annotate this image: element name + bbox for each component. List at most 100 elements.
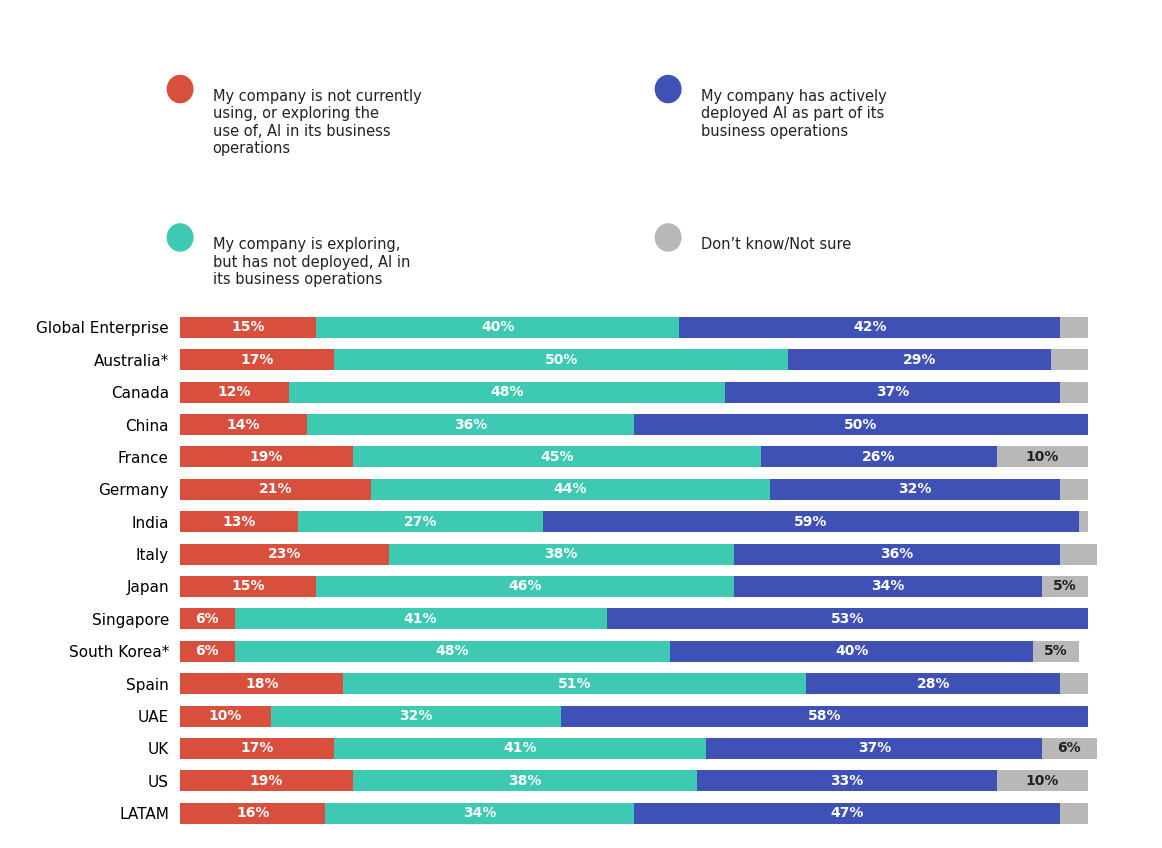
Bar [706,738,1042,759]
Bar [733,544,1061,565]
Text: 19%: 19% [250,450,284,464]
Bar [316,317,680,338]
Bar [289,382,725,403]
Bar [1042,738,1097,759]
Text: 32%: 32% [400,709,432,723]
Bar [180,770,352,791]
Text: 34%: 34% [462,806,496,820]
Bar [1061,382,1088,403]
Text: 16%: 16% [236,806,270,820]
Text: 28%: 28% [917,677,951,690]
Text: 32%: 32% [898,483,932,496]
Bar [770,479,1061,499]
Bar [1042,576,1088,597]
Text: 47%: 47% [831,806,863,820]
Text: 17%: 17% [241,353,274,366]
Bar [235,641,670,661]
Bar [180,641,235,661]
Text: Don’t know/Not sure: Don’t know/Not sure [701,237,851,253]
Bar [180,576,316,597]
Bar [299,511,543,533]
Text: 44%: 44% [553,483,587,496]
Text: 42%: 42% [853,321,887,334]
Text: 12%: 12% [217,385,251,399]
Bar [725,382,1061,403]
Bar [543,511,1078,533]
Text: 10%: 10% [1026,774,1059,788]
Bar [761,446,997,467]
Text: 50%: 50% [844,417,877,432]
Text: 59%: 59% [794,515,827,528]
Text: 19%: 19% [250,774,284,788]
Text: 37%: 37% [876,385,909,399]
Bar [633,803,1061,823]
Bar [344,673,806,695]
Text: 53%: 53% [831,612,863,626]
Text: 14%: 14% [227,417,260,432]
Text: 46%: 46% [508,579,541,594]
Text: 10%: 10% [1026,450,1059,464]
Text: 18%: 18% [245,677,279,690]
Bar [997,446,1088,467]
Text: 15%: 15% [231,321,265,334]
Bar [1061,317,1088,338]
Text: 37%: 37% [858,741,891,756]
Bar [180,738,335,759]
Text: 5%: 5% [1053,579,1077,594]
Text: 5%: 5% [1043,644,1068,658]
Text: My company is not currently
using, or exploring the
use of, AI in its business
o: My company is not currently using, or ex… [213,89,422,156]
Bar [271,706,561,727]
Bar [180,706,271,727]
Bar [180,382,289,403]
Text: 48%: 48% [436,644,469,658]
Text: My company has actively
deployed AI as part of its
business operations: My company has actively deployed AI as p… [701,89,887,139]
Bar [806,673,1061,695]
Text: 29%: 29% [903,353,937,366]
Bar [1052,349,1088,371]
Bar [316,576,733,597]
Bar [607,608,1088,629]
Text: 17%: 17% [241,741,274,756]
Bar [633,414,1088,435]
Text: 40%: 40% [481,321,515,334]
Bar [180,317,316,338]
Bar [180,511,299,533]
Bar [180,446,352,467]
Text: 27%: 27% [404,515,437,528]
Text: 36%: 36% [881,547,913,561]
Text: 36%: 36% [454,417,487,432]
Text: 34%: 34% [872,579,905,594]
Text: 33%: 33% [831,774,863,788]
Bar [733,576,1042,597]
Text: 23%: 23% [267,547,301,561]
Text: 6%: 6% [1057,741,1081,756]
Bar [389,544,733,565]
Bar [1061,544,1097,565]
Bar [180,673,344,695]
Text: 51%: 51% [558,677,591,690]
Bar [1033,641,1078,661]
Bar [352,446,761,467]
Text: 6%: 6% [195,644,220,658]
Text: 26%: 26% [862,450,896,464]
Bar [307,414,633,435]
Text: 50%: 50% [545,353,578,366]
Text: 41%: 41% [404,612,437,626]
Bar [561,706,1088,727]
Text: 13%: 13% [222,515,256,528]
Bar [180,414,307,435]
Text: 38%: 38% [508,774,541,788]
Bar [997,770,1088,791]
Text: 40%: 40% [835,644,868,658]
Text: 45%: 45% [540,450,574,464]
Bar [325,803,633,823]
Text: 21%: 21% [259,483,292,496]
Text: 41%: 41% [503,741,537,756]
Bar [371,479,770,499]
Bar [1061,673,1088,695]
Text: 38%: 38% [545,547,578,561]
Bar [180,349,335,371]
Bar [788,349,1052,371]
Bar [235,608,607,629]
Bar [680,317,1061,338]
